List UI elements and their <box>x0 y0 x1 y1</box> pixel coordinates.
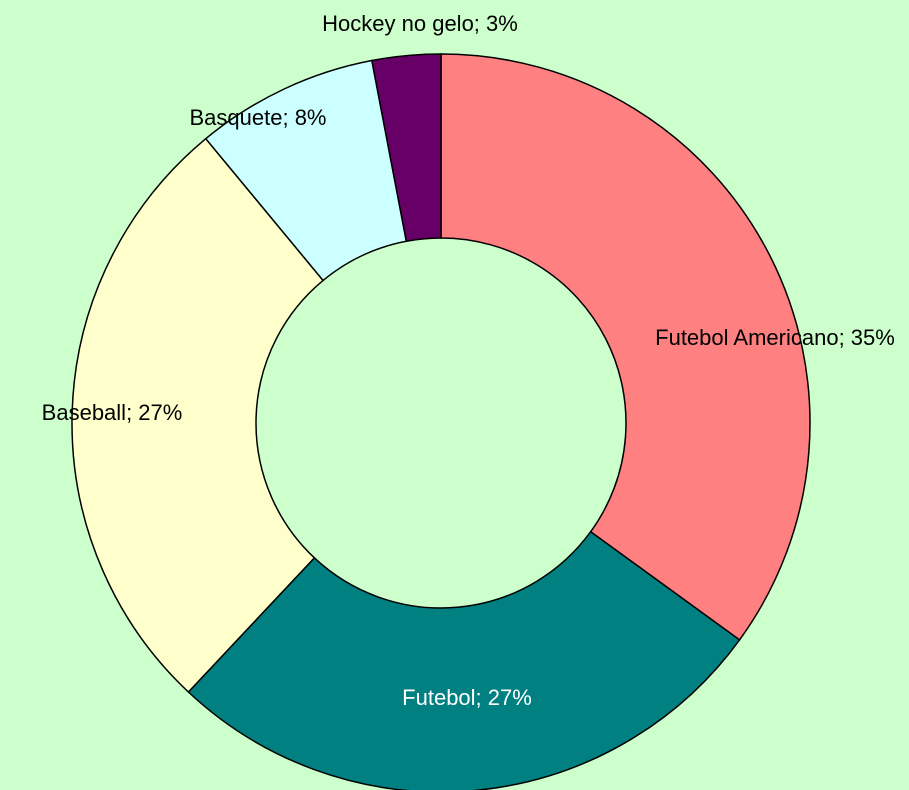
donut-slice <box>187 530 741 790</box>
data-label: Baseball; 27% <box>41 400 183 425</box>
donut-slice <box>71 137 325 694</box>
data-label: Hockey no gelo; 3% <box>322 11 518 36</box>
donut-slice <box>440 53 811 641</box>
data-label: Futebol Americano; 35% <box>655 325 895 350</box>
donut-slice <box>370 53 442 243</box>
data-label: Basquete; 8% <box>189 105 327 130</box>
data-label: Futebol; 27% <box>402 685 532 710</box>
